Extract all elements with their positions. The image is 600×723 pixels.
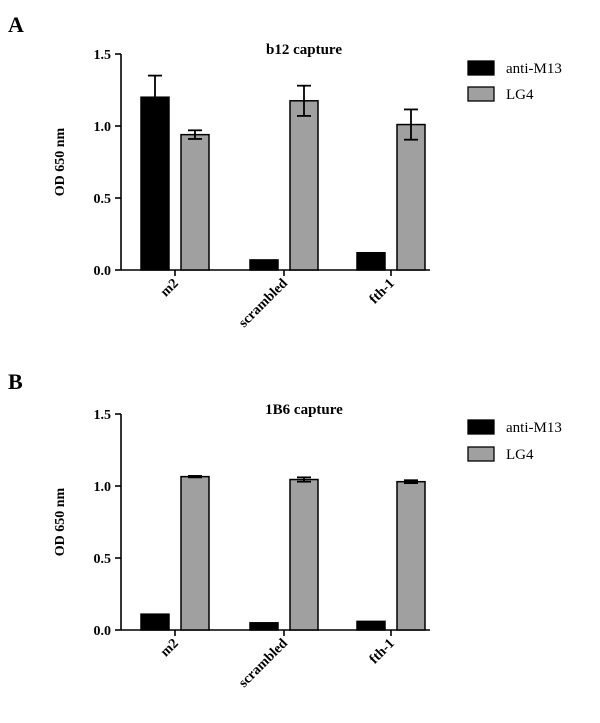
bar-anti-m13-fth-1 (356, 251, 386, 271)
legend-swatch (467, 419, 495, 435)
bar-lg4-scrambled (289, 100, 319, 271)
y-tick-label: 0.5 (94, 192, 112, 207)
y-tick-label: 1.0 (94, 480, 112, 495)
y-tick-label: 0.5 (94, 552, 112, 567)
bar-anti-m13-m2 (140, 96, 170, 271)
x-category-label: scrambled (236, 636, 291, 691)
bar-lg4-scrambled (289, 478, 319, 631)
legend-label: anti-M13 (506, 420, 562, 436)
y-axis-label: OD 650 nm (53, 487, 68, 556)
legend-swatch (467, 446, 495, 462)
x-category-label: fth-1 (367, 276, 398, 307)
bar-lg4-fth-1 (396, 480, 426, 631)
chart-title: 1B6 capture (265, 402, 343, 418)
bar-lg4-fth-1 (396, 123, 426, 271)
x-category-label: fth-1 (367, 636, 398, 667)
x-category-label: m2 (158, 276, 182, 300)
bar-anti-m13-m2 (140, 613, 170, 631)
panel-letter: B (8, 369, 23, 394)
y-axis-label: OD 650 nm (53, 127, 68, 196)
x-category-label: scrambled (236, 276, 291, 331)
bar-anti-m13-fth-1 (356, 620, 386, 631)
y-tick-label: 1.5 (94, 48, 112, 63)
y-tick-label: 0.0 (94, 264, 112, 279)
chart-title: b12 capture (266, 42, 342, 58)
chart-panel-b: B 1B6 capture 0.0 0.5 1.0 1.5 OD 650 nm m2 scram… (8, 369, 562, 691)
legend-swatch (467, 86, 495, 102)
y-tick-label: 0.0 (94, 624, 112, 639)
panel-letter: A (8, 12, 24, 37)
legend-label: LG4 (506, 87, 534, 103)
bar-anti-m13-scrambled (249, 259, 279, 271)
legend-swatch (467, 60, 495, 76)
bar-anti-m13-scrambled (249, 622, 279, 631)
y-tick-label: 1.0 (94, 120, 112, 135)
legend-label: anti-M13 (506, 61, 562, 77)
legend-label: LG4 (506, 447, 534, 463)
bar-lg4-m2 (180, 133, 210, 271)
bar-lg4-m2 (180, 475, 210, 631)
x-category-label: m2 (158, 636, 182, 660)
y-tick-label: 1.5 (94, 408, 112, 423)
